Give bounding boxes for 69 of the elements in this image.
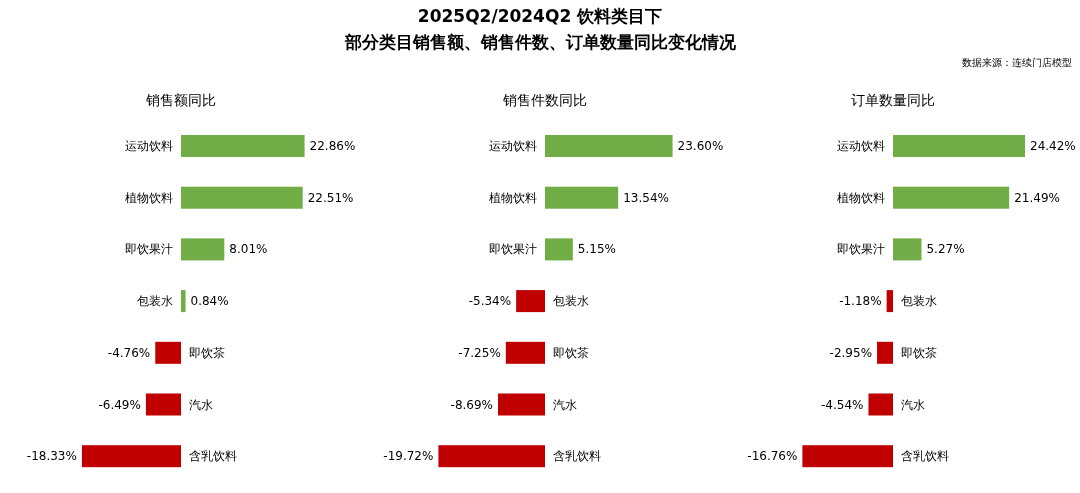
y-tick-label: 运动饮料 xyxy=(837,139,885,153)
bar xyxy=(877,341,893,364)
y-tick-label: 含乳饮料 xyxy=(553,449,601,464)
data-label: 5.15% xyxy=(577,242,616,257)
y-tick-label: 运动饮料 xyxy=(125,139,173,153)
data-label: 21.49% xyxy=(1014,190,1060,205)
data-label: -6.49% xyxy=(98,397,141,412)
bar xyxy=(893,238,922,261)
bar xyxy=(145,393,181,416)
data-label: 22.51% xyxy=(307,190,354,205)
y-tick-label: 运动饮料 xyxy=(489,139,537,153)
y-tick-label: 包装水 xyxy=(137,294,173,309)
y-tick-label: 植物饮料 xyxy=(837,190,885,205)
data-label: -1.18% xyxy=(839,294,882,309)
y-tick-label: 汽水 xyxy=(553,397,577,412)
bar xyxy=(886,290,893,313)
data-label: -4.54% xyxy=(821,397,864,412)
data-label: -7.25% xyxy=(458,345,501,360)
data-label: 5.27% xyxy=(926,242,965,257)
y-tick-label: 汽水 xyxy=(189,397,213,412)
data-label: -19.72% xyxy=(383,449,434,464)
bar xyxy=(545,238,573,261)
text: 部分类目销售额、销售件数、订单数量同比变化情况 xyxy=(343,32,737,52)
data-label: 8.01% xyxy=(229,242,268,257)
chart-title: 销售件数同比 xyxy=(502,92,587,108)
bar xyxy=(516,290,545,313)
data-label: -8.69% xyxy=(450,397,494,412)
y-tick-label: 包装水 xyxy=(553,294,589,309)
chart-title: 订单数量同比 xyxy=(851,92,935,108)
y-tick-label: 即饮果汁 xyxy=(489,242,537,257)
source-note: 数据来源：连续门店模型 xyxy=(962,57,1072,68)
bar xyxy=(181,186,303,209)
data-label: -2.95% xyxy=(829,345,873,360)
data-label: 13.54% xyxy=(623,190,669,205)
data-label: -4.76% xyxy=(107,345,151,360)
bar xyxy=(81,445,181,468)
data-label: 23.60% xyxy=(677,139,724,153)
bar xyxy=(505,341,545,364)
data-label: -5.34% xyxy=(468,294,512,309)
y-tick-label: 植物饮料 xyxy=(489,190,537,205)
y-tick-label: 即饮果汁 xyxy=(125,242,173,257)
bar xyxy=(545,186,619,209)
bar xyxy=(498,393,545,416)
y-tick-label: 包装水 xyxy=(901,294,937,309)
y-tick-label: 含乳饮料 xyxy=(189,449,237,464)
bar xyxy=(181,290,186,313)
y-tick-label: 即饮茶 xyxy=(189,345,225,360)
bar xyxy=(893,135,1025,157)
y-tick-label: 即饮果汁 xyxy=(837,242,885,257)
data-label: -16.76% xyxy=(747,449,798,464)
y-tick-label: 即饮茶 xyxy=(901,345,937,360)
chart-title: 销售额同比 xyxy=(145,92,216,108)
text: 2025Q2/2024Q2 饮料类目下 xyxy=(417,6,663,26)
bar xyxy=(802,445,893,468)
y-tick-label: 汽水 xyxy=(901,397,925,412)
y-tick-label: 植物饮料 xyxy=(125,190,173,205)
bar xyxy=(545,135,673,157)
bar xyxy=(868,393,893,416)
data-label: 24.42% xyxy=(1030,139,1076,153)
bar xyxy=(438,445,545,468)
y-tick-label: 含乳饮料 xyxy=(901,449,949,464)
data-label: -18.33% xyxy=(26,449,77,464)
bar xyxy=(181,135,305,157)
bar xyxy=(893,186,1010,209)
data-label: 22.86% xyxy=(309,139,356,153)
y-tick-label: 即饮茶 xyxy=(553,345,589,360)
data-label: 0.84% xyxy=(190,294,229,309)
bar xyxy=(155,341,181,364)
bar xyxy=(181,238,225,261)
